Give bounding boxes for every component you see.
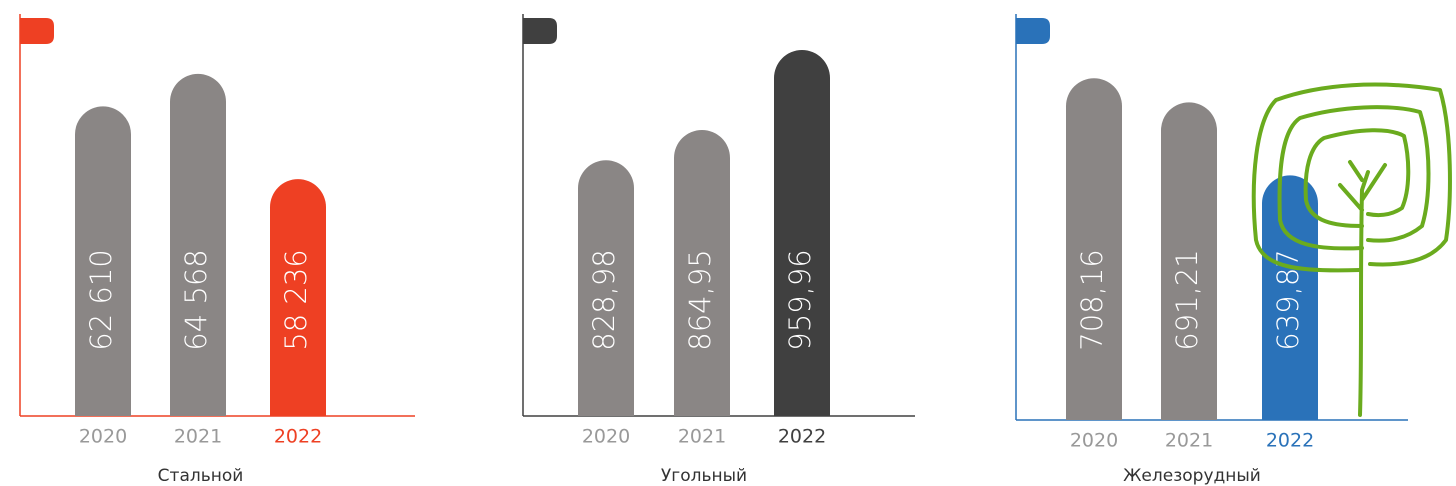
x-tick-label: 2021 <box>1165 430 1213 452</box>
x-tick-label: 2022 <box>1266 430 1314 452</box>
chart-title: Угольный <box>661 466 747 486</box>
chart-title: Стальной <box>158 466 244 486</box>
flag <box>20 18 54 44</box>
x-tick-label: 2022 <box>778 426 826 448</box>
value-label: 828,98 <box>587 249 621 350</box>
flag <box>523 18 557 44</box>
value-label: 691,21 <box>1170 249 1204 350</box>
tree-doodle <box>1251 82 1452 417</box>
x-tick-label: 2020 <box>79 426 127 448</box>
bar <box>578 160 634 416</box>
flag <box>1016 18 1050 44</box>
x-tick-label: 2020 <box>1070 430 1118 452</box>
value-label: 708,16 <box>1075 249 1109 350</box>
chart-title: Железорудный <box>1123 466 1261 486</box>
x-tick-label: 2021 <box>174 426 222 448</box>
bar <box>75 106 131 416</box>
value-label: 959,96 <box>783 249 817 350</box>
x-tick-label: 2022 <box>274 426 322 448</box>
x-tick-label: 2020 <box>582 426 630 448</box>
bar <box>1161 102 1217 421</box>
value-label: 58 236 <box>279 249 313 350</box>
bar <box>674 129 730 416</box>
bar <box>1262 175 1318 420</box>
bar <box>170 73 227 417</box>
bar <box>774 50 830 416</box>
bar <box>1066 78 1122 420</box>
value-label: 62 610 <box>84 249 118 350</box>
x-tick-label: 2021 <box>678 426 726 448</box>
value-label: 864,95 <box>683 249 717 350</box>
value-label: 64 568 <box>179 249 213 350</box>
bar <box>270 179 326 416</box>
